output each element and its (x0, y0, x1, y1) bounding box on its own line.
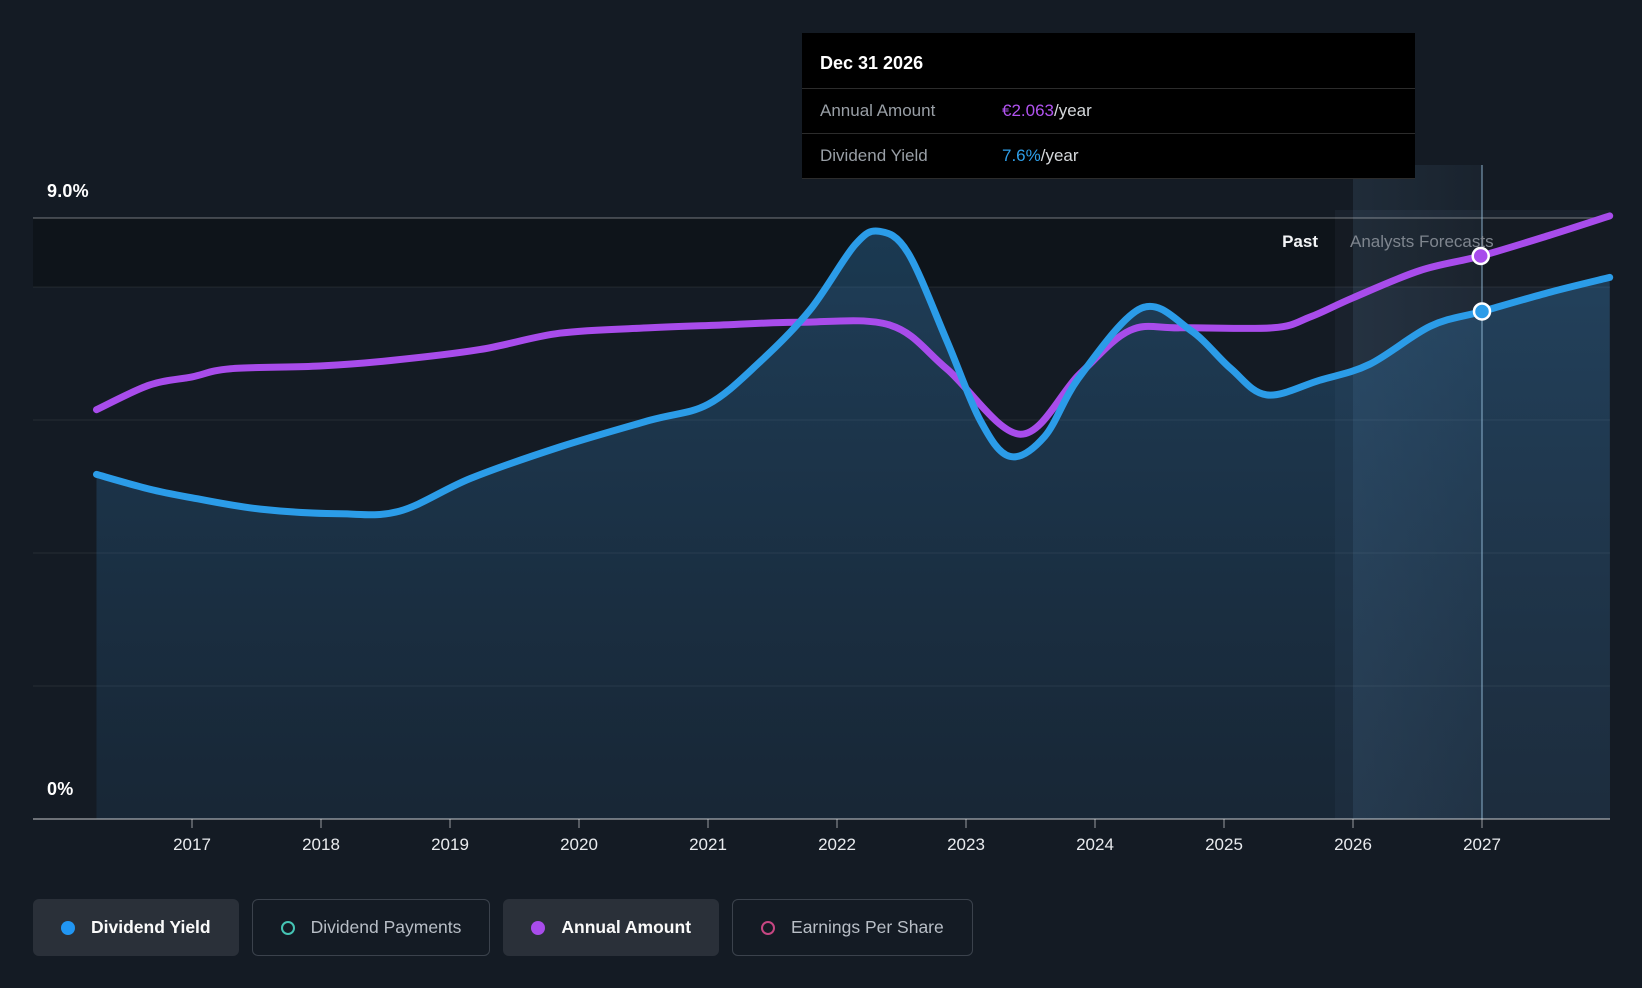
x-axis-label-2024: 2024 (1076, 835, 1114, 854)
x-axis-label-2027: 2027 (1463, 835, 1501, 854)
legend-dividend-payments-button[interactable]: Dividend Payments (251, 899, 491, 956)
x-axis-label-2023: 2023 (947, 835, 985, 854)
filled-dot-icon (531, 920, 546, 935)
x-axis-label-2018: 2018 (302, 835, 340, 854)
top-band (33, 218, 1610, 287)
past-label: Past (1282, 232, 1318, 251)
dividend-yield-marker-dot[interactable] (1472, 302, 1492, 321)
legend-label: Dividend Payments (310, 917, 462, 937)
x-axis-label-2019: 2019 (431, 835, 469, 854)
analysts-forecasts-label: Analysts Forecasts (1350, 232, 1494, 251)
x-axis-label-2017: 2017 (173, 835, 211, 854)
annual-amount-marker-dot[interactable] (1471, 246, 1490, 266)
x-axis-label-2025: 2025 (1205, 835, 1243, 854)
x-axis-label-2026: 2026 (1334, 835, 1372, 854)
chart-legend: Dividend Yield Dividend Payments Annual Am… (33, 899, 973, 956)
legend-dividend-yield-button[interactable]: Dividend Yield (33, 899, 239, 956)
tooltip-row-suffix: /year (1054, 101, 1092, 120)
tooltip-row-value: €2.063 (1002, 101, 1054, 120)
legend-label: Earnings Per Share (791, 917, 944, 937)
tooltip-row-suffix: /year (1040, 146, 1079, 165)
dividend-yield-line (93, 227, 1614, 519)
y-axis-label-max: 9.0% (47, 181, 89, 201)
dividend-yield-area (96, 230, 1610, 820)
legend-label: Annual Amount (561, 917, 692, 937)
chart-tooltip: Dec 31 2026 Annual Amount €2.063/year Divi… (802, 33, 1415, 179)
legend-annual-amount-button[interactable]: Annual Amount (503, 899, 720, 956)
x-axis-label-2022: 2022 (818, 835, 856, 854)
legend-label: Dividend Yield (91, 917, 211, 937)
filled-dot-icon (61, 920, 75, 935)
x-axis-label-2020: 2020 (560, 835, 598, 854)
annual-amount-line (93, 212, 1614, 438)
ring-icon (761, 920, 776, 935)
legend-earnings-per-share-button[interactable]: Earnings Per Share (732, 899, 973, 956)
tooltip-date: Dec 31 2026 (820, 53, 924, 73)
tooltip-row: Dividend Yield 7.6%/year (802, 133, 1415, 179)
x-axis-label-2021: 2021 (689, 835, 727, 854)
tooltip-row-label: Annual Amount (820, 101, 936, 120)
tooltip-row: Annual Amount €2.063/year (802, 88, 1415, 133)
tooltip-row-value: 7.6% (1002, 146, 1041, 165)
ring-icon (280, 920, 295, 935)
y-axis-label-zero: 0% (47, 779, 74, 799)
tooltip-row-label: Dividend Yield (820, 146, 928, 165)
